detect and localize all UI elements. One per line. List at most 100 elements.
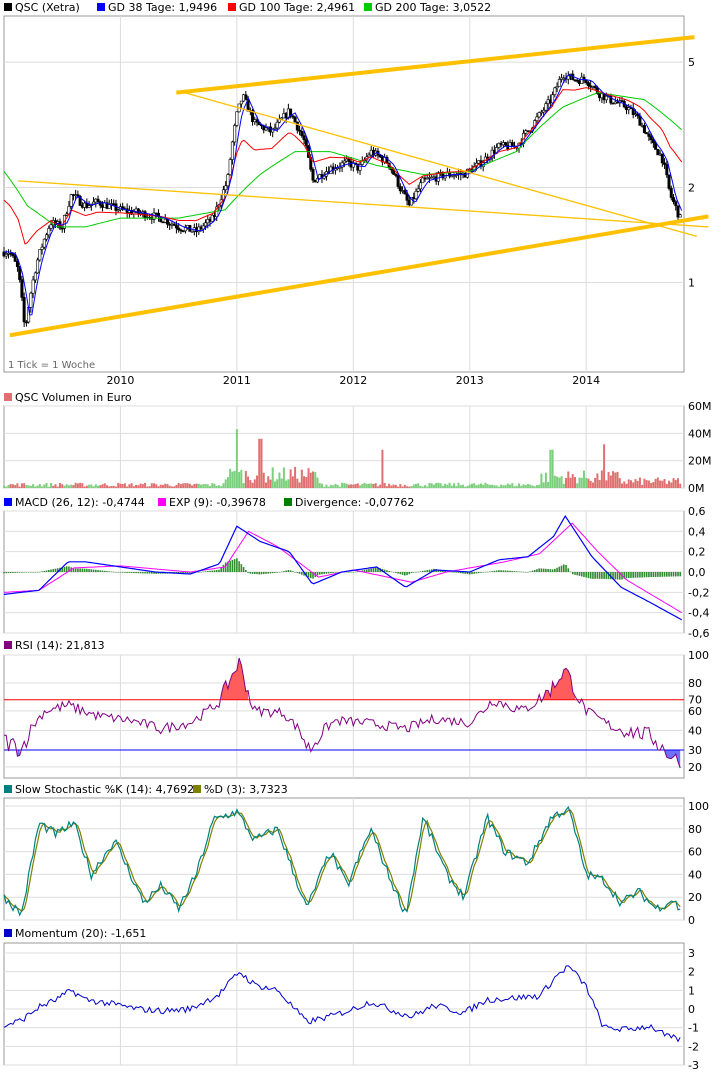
volume-bar [634, 479, 637, 488]
volume-bar [327, 486, 330, 488]
price-trendlines [9, 35, 709, 338]
volume-bar [123, 483, 126, 488]
volume-bar [367, 483, 370, 488]
candle-body [49, 224, 53, 229]
volume-bar [29, 485, 32, 488]
volume-bar [419, 485, 422, 488]
volume-bar [242, 483, 245, 488]
tick-note: 1 Tick = 1 Woche [8, 360, 95, 371]
rsi-legend: RSI (14): 21,813 [4, 639, 105, 652]
volume-bar [101, 484, 104, 488]
volume-bar [365, 483, 368, 488]
volume-bar [229, 468, 232, 488]
price-x-tick-2010: 2010 [106, 374, 134, 387]
legend-swatch-exp [158, 498, 166, 506]
candle-body [649, 136, 653, 140]
volume-bar [50, 483, 53, 488]
volume-bar [394, 484, 397, 488]
price-grid [4, 16, 684, 372]
divergence-bar [350, 572, 352, 573]
volume-bar [439, 483, 442, 488]
candle-body [544, 103, 548, 111]
divergence-bar [636, 572, 639, 578]
divergence-bar [589, 572, 592, 579]
legend-swatch-d [193, 785, 201, 793]
divergence-bar [547, 569, 549, 572]
volume-bar [117, 483, 120, 488]
volume-bar [305, 476, 308, 488]
volume-bar [383, 482, 386, 488]
volume-bar [486, 484, 489, 488]
divergence-bar [361, 570, 364, 572]
divergence-bar [68, 566, 70, 572]
divergence-bar [267, 572, 270, 574]
volume-bar [300, 469, 303, 488]
volume-bar [406, 486, 409, 488]
volume-bar [126, 486, 129, 488]
divergence-bar [612, 572, 614, 580]
volume-bar [235, 429, 238, 488]
legend-swatch-k [4, 785, 12, 793]
volume-bar [457, 482, 460, 488]
candle-body [31, 279, 35, 294]
divergence-bar [198, 572, 200, 573]
legend-sma200: GD 200 Tage: 3,0522 [375, 1, 491, 14]
volume-bar [643, 478, 646, 488]
volume-bar [65, 484, 68, 488]
candle-body [69, 194, 73, 207]
divergence-bar [576, 572, 579, 576]
divergence-bar [220, 567, 223, 572]
volume-bar [276, 479, 279, 488]
volume-bar [511, 483, 514, 488]
price-x-ticks: 2010 2011 2012 2013 2014 [106, 374, 600, 387]
divergence-bar [229, 560, 231, 572]
volume-bar [309, 472, 312, 488]
divergence-bar [242, 567, 245, 572]
volume-bar [580, 477, 583, 488]
volume-bar [415, 483, 418, 488]
volume-bar [432, 484, 435, 488]
volume-bar [372, 483, 375, 488]
stochastic-y-tick-0: 0 [688, 914, 695, 927]
candle-body [201, 225, 205, 230]
divergence-bar [670, 572, 673, 577]
candle-body [239, 100, 243, 105]
volume-bar [359, 485, 362, 488]
divergence-bar [388, 570, 390, 572]
volume-bar [141, 484, 144, 488]
volume-bar [567, 471, 570, 488]
candle-body [18, 266, 22, 280]
divergence-bar [238, 561, 240, 572]
volume-bar [114, 486, 117, 488]
divergence-bar [276, 572, 278, 573]
divergence-bar [274, 572, 276, 573]
divergence-bar [428, 569, 431, 572]
volume-bar [148, 486, 151, 488]
trendline-2 [176, 35, 695, 95]
volume-bar [150, 483, 153, 488]
candle-body [65, 213, 69, 216]
divergence-bar [110, 571, 113, 573]
volume-bar [376, 486, 379, 488]
volume-bar [307, 468, 310, 488]
volume-bar [157, 486, 160, 488]
volume-bar [513, 486, 516, 488]
candle-body [416, 188, 420, 192]
volume-bar [289, 469, 292, 488]
divergence-bar [511, 570, 514, 572]
stochastic-lines [3, 805, 681, 917]
volume-bar [399, 484, 402, 488]
divergence-bar [79, 568, 81, 572]
candle-body [656, 149, 660, 156]
divergence-bar [625, 572, 628, 579]
volume-bar [520, 485, 523, 488]
volume-bar [285, 480, 288, 488]
candle-body [96, 198, 100, 203]
candle-body [165, 218, 169, 225]
divergence-bar [54, 568, 57, 572]
divergence-bar [41, 571, 43, 572]
divergence-bar [473, 572, 476, 574]
macd-y-tick--0,2: -0,2 [688, 586, 709, 599]
divergence-bar [325, 572, 328, 574]
divergence-bar [498, 570, 500, 572]
